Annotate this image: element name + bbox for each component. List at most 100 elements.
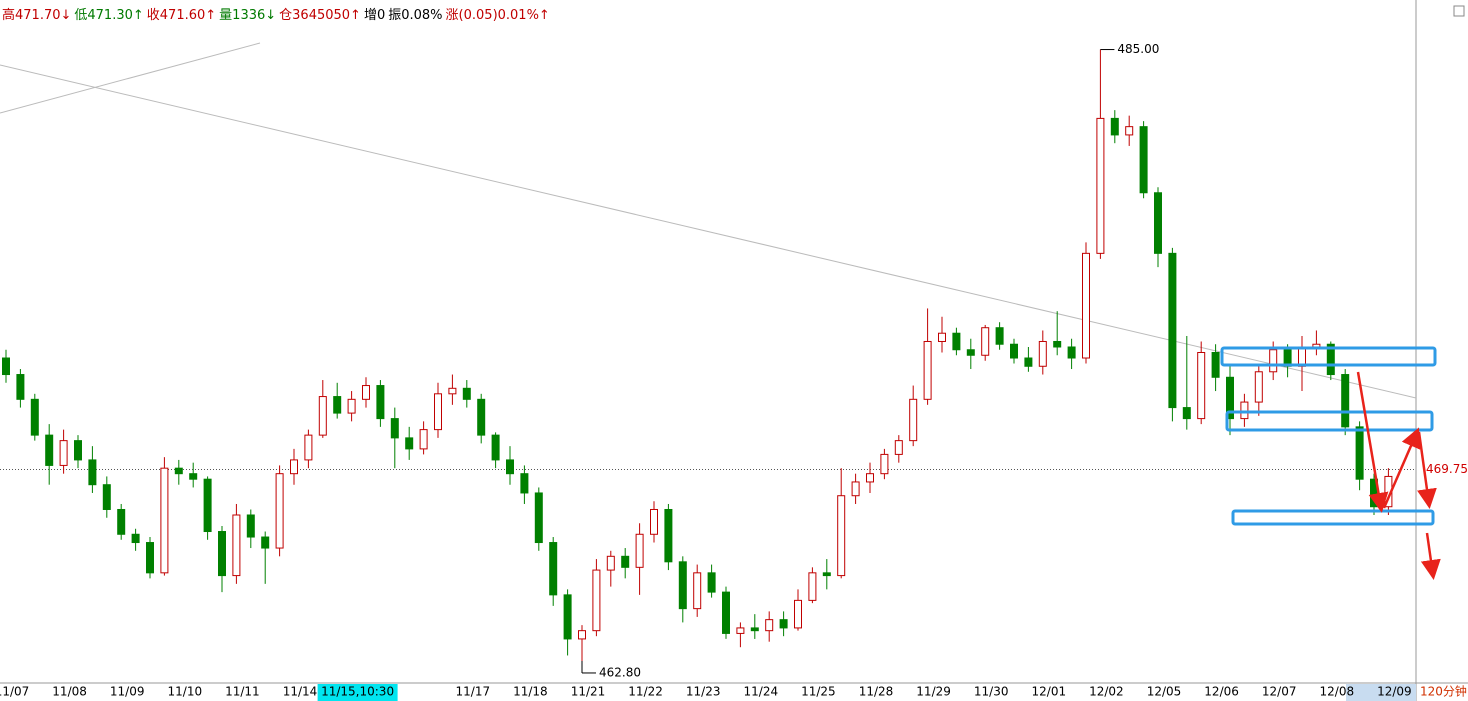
candle-body (635, 533, 644, 568)
candle-body (218, 531, 226, 577)
header-item: 仓3645050↑ (279, 8, 361, 23)
candle-body (966, 349, 975, 356)
cursor-highlight (317, 684, 398, 701)
x-tick-label: 12/02 (1089, 685, 1124, 699)
candle-body (1211, 352, 1220, 378)
candle-body (318, 396, 327, 436)
candle-body (74, 440, 82, 461)
candle-body (952, 332, 961, 351)
header-item: 涨(0.05)0.01%↑ (445, 8, 550, 23)
candle-body (1355, 426, 1364, 480)
x-tick-label: 11/10 (168, 685, 203, 699)
candle-body (16, 374, 25, 400)
annotation-label: 462.80 (599, 665, 641, 679)
candle-body (1326, 343, 1335, 376)
x-tick-label: 11/11 (225, 685, 260, 699)
candle-body (1240, 401, 1249, 420)
header-item: 高471.70↓ (2, 8, 72, 23)
candle-body (203, 478, 212, 533)
candle-body (765, 619, 774, 632)
trend-line (0, 42, 261, 114)
candle-body (909, 398, 918, 442)
candle-body (822, 572, 831, 577)
x-tick-label: 11/29 (916, 685, 951, 699)
x-tick-label: 12/05 (1147, 685, 1182, 699)
window-icon[interactable] (1453, 5, 1465, 17)
candle-body (88, 459, 97, 486)
header-item: 低471.30↑ (74, 8, 144, 23)
candle-body (894, 440, 903, 455)
x-tick-label: 11/21 (571, 685, 606, 699)
candle-body (1139, 126, 1148, 194)
candle-body (376, 385, 385, 420)
x-tick-label: 11/14 (283, 685, 318, 699)
candle-body (304, 434, 313, 461)
header: 高471.70↓ 低471.30↑ 收471.60↑ 量1336↓ 仓3645050↑ 增… (2, 4, 553, 23)
candle-body (678, 561, 687, 610)
x-tick-label: 11/18 (513, 685, 548, 699)
candle-body (30, 398, 39, 436)
header-item: 量1336↓ (219, 8, 277, 23)
candle-body (578, 630, 586, 640)
candle-body (722, 591, 730, 634)
candle-body (549, 542, 558, 596)
x-tick-label: 12/08 (1320, 685, 1355, 699)
x-tick-label: 11/24 (744, 685, 779, 699)
candle-body (1053, 340, 1062, 348)
period-label: 120分钟 (1420, 684, 1467, 699)
x-tick-label: 11/25 (801, 685, 836, 699)
candle-body (707, 572, 716, 593)
candle-body (290, 459, 298, 475)
candle-body (347, 398, 356, 414)
candle-body (491, 434, 500, 461)
candle-body (1182, 407, 1191, 420)
candle-body (448, 387, 457, 395)
candle-body (146, 542, 154, 574)
header-item: 增0 (363, 8, 386, 23)
level-box (1225, 410, 1434, 432)
candle-body (592, 569, 601, 632)
candle-body (506, 459, 514, 475)
candle-body (189, 473, 198, 480)
candle-body (621, 555, 630, 568)
candle-body (131, 533, 140, 544)
candle-body (606, 555, 615, 571)
last-price-label: 469.75 (1426, 462, 1468, 476)
arrow (1420, 532, 1441, 580)
candle-body (534, 492, 543, 544)
candle-body (117, 508, 126, 535)
arrow (1417, 431, 1437, 509)
candle-body (779, 619, 788, 629)
candle-body (102, 484, 111, 510)
arrow (1356, 371, 1389, 513)
candle-body (880, 453, 889, 475)
candle-body (477, 398, 486, 436)
candle-body (837, 495, 846, 577)
candle-body (45, 434, 54, 466)
candle-body (232, 514, 241, 577)
annotation-label: 485.00 (1117, 42, 1159, 56)
candle-body (866, 473, 874, 483)
candle-body (1038, 340, 1047, 367)
candle-body (434, 393, 442, 431)
candle-body (333, 396, 342, 414)
candle-body (246, 514, 255, 538)
candle-body (794, 599, 802, 629)
candle-body (693, 572, 702, 610)
candle-body (419, 429, 428, 450)
header-item: 收471.60↑ (146, 8, 217, 23)
candle-body (1341, 374, 1350, 428)
x-tick-label: 11/30 (974, 685, 1009, 699)
x-tick-label: 12/09 (1377, 685, 1412, 699)
candle-body (1024, 357, 1033, 367)
candle-body (938, 332, 946, 342)
candle-body (59, 440, 68, 466)
candle-body (1197, 352, 1206, 420)
x-tick-label: 11/17 (456, 685, 491, 699)
candle-body (851, 481, 860, 497)
candle-body (405, 437, 414, 450)
candle-body (520, 473, 529, 494)
